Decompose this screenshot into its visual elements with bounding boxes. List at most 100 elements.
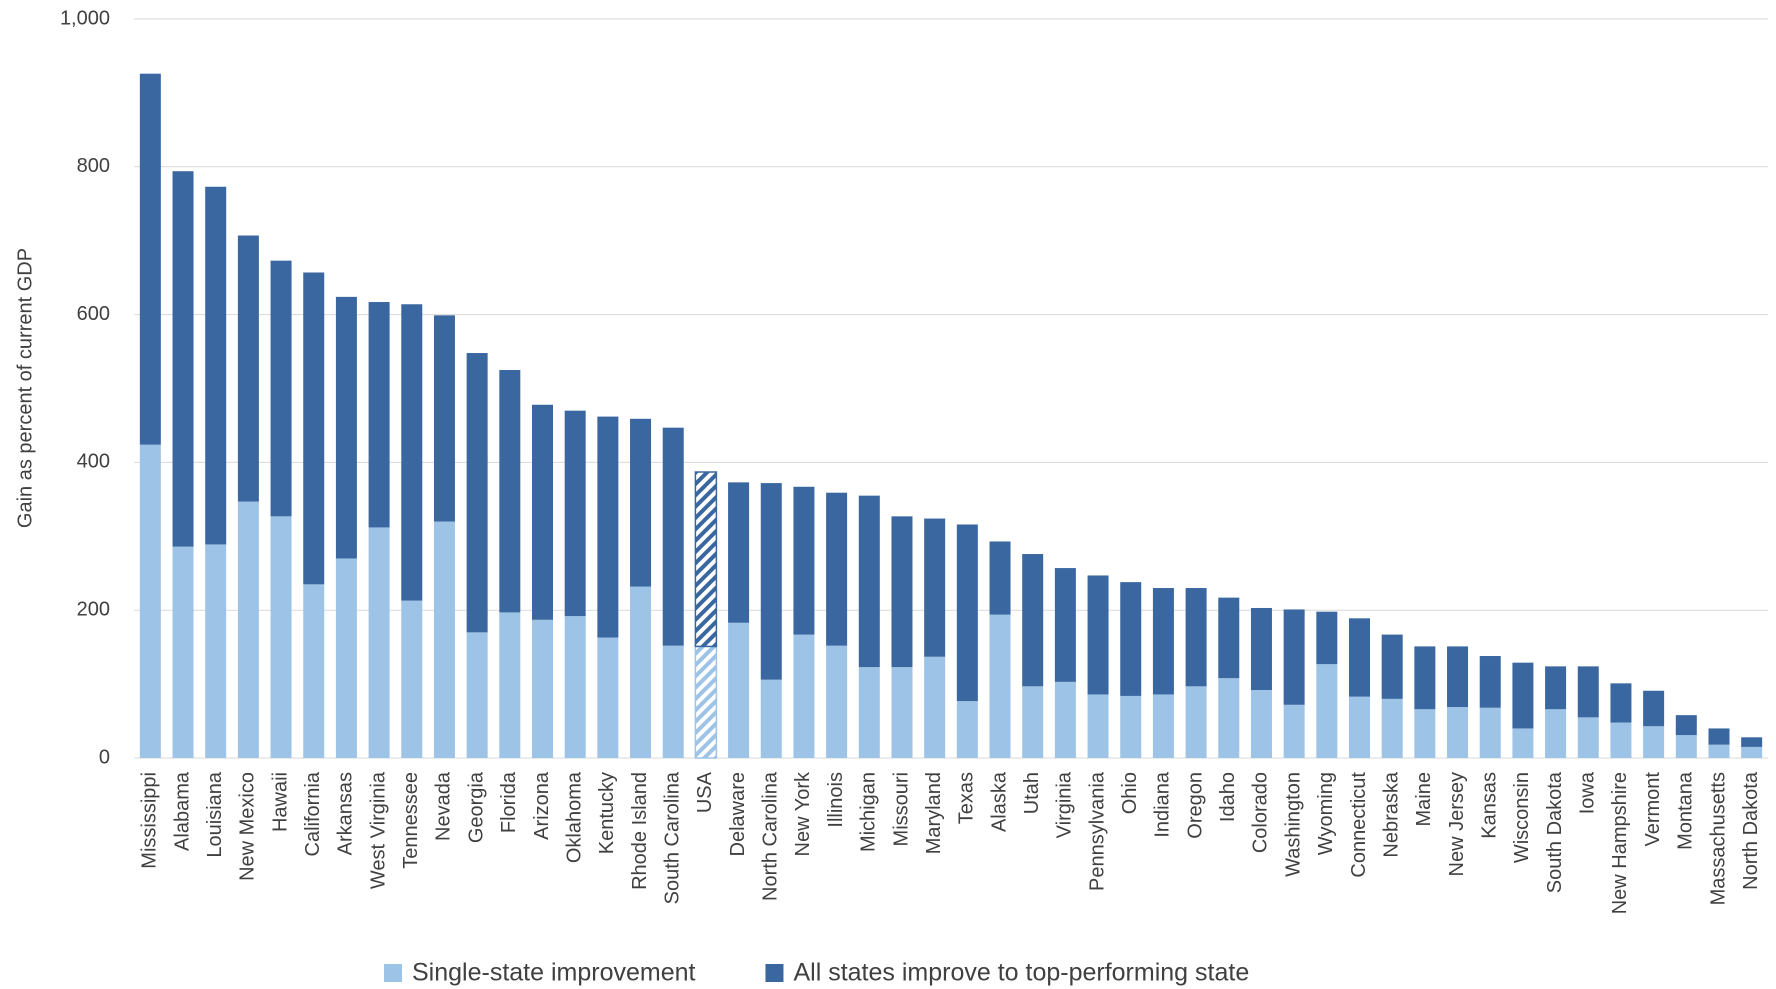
- bar-segment: [1120, 582, 1142, 696]
- y-tick-label: 600: [77, 303, 110, 325]
- bar-segment: [237, 235, 259, 502]
- bar-segment: [1675, 735, 1697, 758]
- x-tick-label: South Carolina: [662, 771, 684, 904]
- bar-segment: [1675, 715, 1697, 736]
- bar-segment: [1283, 704, 1305, 758]
- bar-segment: [564, 616, 586, 758]
- x-tick-label: Arkansas: [335, 772, 357, 855]
- bar-segment: [1349, 618, 1370, 697]
- x-tick-label: Kansas: [1479, 772, 1501, 839]
- y-tick-label: 0: [99, 746, 110, 768]
- bar-segment: [630, 418, 652, 587]
- x-tick-label: South Dakota: [1544, 771, 1566, 893]
- x-tick-label: Tennessee: [400, 772, 422, 869]
- bar-segment: [1250, 607, 1272, 691]
- bar-segment: [1022, 554, 1044, 687]
- x-tick-label: Pennsylvania: [1086, 771, 1108, 891]
- bar-segment: [1218, 597, 1240, 679]
- x-tick-label: Hawaii: [269, 772, 291, 832]
- bar-segment: [1250, 690, 1272, 758]
- x-tick-label: Ohio: [1119, 772, 1141, 814]
- bar-segment: [335, 558, 357, 758]
- x-tick-label: Missouri: [890, 772, 912, 846]
- x-tick-label: New Mexico: [237, 772, 259, 881]
- bar-segment: [1185, 588, 1207, 687]
- bar-segment: [1218, 678, 1240, 758]
- bar-segment: [1479, 707, 1501, 758]
- x-tick-label: Colorado: [1250, 772, 1272, 853]
- bar-segment: [1349, 696, 1370, 758]
- bar-segment: [1152, 588, 1174, 695]
- legend-swatch: [765, 964, 784, 982]
- legend-swatch: [384, 964, 402, 982]
- x-tick-label: Indiana: [1152, 771, 1174, 837]
- bar-segment: [270, 516, 292, 758]
- bar-segment: [564, 410, 586, 617]
- x-tick-label: Idaho: [1217, 772, 1239, 822]
- x-tick-label: Utah: [1021, 772, 1043, 814]
- x-tick-label: Washington: [1282, 772, 1304, 877]
- bar-segment: [532, 619, 553, 758]
- x-tick-label: Massachusetts: [1707, 772, 1729, 905]
- x-tick-label: Georgia: [465, 771, 487, 843]
- x-tick-label: Maine: [1413, 772, 1435, 826]
- y-axis-label: Gain as percent of current GDP: [14, 248, 36, 528]
- x-tick-label: New York: [792, 771, 814, 856]
- x-tick-label: Florida: [498, 771, 520, 833]
- bar-segment: [270, 260, 292, 517]
- bar-segment: [466, 353, 488, 633]
- bar-segment: [532, 404, 553, 620]
- x-tick-label: Rhode Island: [629, 772, 651, 890]
- bar-segment: [1120, 695, 1142, 758]
- bar-segment: [597, 637, 619, 758]
- x-tick-label: Nevada: [433, 771, 455, 841]
- bar-segment: [1447, 646, 1469, 708]
- x-tick-label: Mississippi: [139, 772, 161, 869]
- bar-segment: [728, 622, 750, 758]
- bar-segment: [891, 667, 913, 758]
- bar-segment: [924, 656, 946, 758]
- bar-segment: [499, 370, 521, 613]
- bar-segment: [1545, 709, 1567, 758]
- x-tick-label: Michigan: [858, 772, 880, 852]
- x-tick-label: New Hampshire: [1609, 772, 1631, 914]
- bar-segment: [1087, 694, 1109, 758]
- legend-label: Single-state improvement: [412, 959, 696, 987]
- x-tick-label: Alaska: [988, 771, 1010, 832]
- bar-segment: [1087, 575, 1109, 695]
- bar-segment: [1512, 728, 1534, 758]
- bar-segment: [303, 272, 325, 585]
- bar-segment: [1185, 686, 1207, 758]
- bar-segment: [1414, 709, 1436, 758]
- bar-segment: [956, 701, 978, 758]
- bar-segment: [694, 645, 718, 759]
- bar-segment: [760, 483, 782, 680]
- bar-segment: [1610, 722, 1632, 758]
- bar-segment: [989, 541, 1011, 615]
- bar-segment: [728, 482, 750, 623]
- bar-segment: [826, 492, 848, 646]
- x-tick-label: Vermont: [1642, 772, 1664, 847]
- bar-segment: [1708, 728, 1730, 745]
- bar-segment: [1577, 717, 1599, 758]
- x-tick-label: Maryland: [923, 772, 945, 854]
- x-tick-label: Illinois: [825, 772, 847, 828]
- bar-segment: [858, 667, 880, 758]
- x-tick-label: Louisiana: [204, 771, 226, 858]
- x-tick-label: Wyoming: [1315, 772, 1337, 855]
- bar-segment: [1022, 686, 1044, 758]
- bar-segment: [662, 427, 684, 646]
- bar-segment: [1283, 609, 1305, 705]
- bar-segment: [401, 304, 423, 601]
- x-tick-label: Oregon: [1184, 772, 1206, 839]
- y-tick-label: 1,000: [60, 7, 110, 29]
- bar-segment: [1643, 690, 1665, 727]
- bar-segment: [1577, 666, 1599, 718]
- bar-segment: [1414, 646, 1436, 710]
- bar-segment: [1545, 666, 1567, 710]
- bar-segment: [205, 544, 227, 758]
- bar-segment: [466, 632, 488, 758]
- bar-segment: [1610, 683, 1632, 723]
- x-tick-label: Alabama: [171, 771, 193, 851]
